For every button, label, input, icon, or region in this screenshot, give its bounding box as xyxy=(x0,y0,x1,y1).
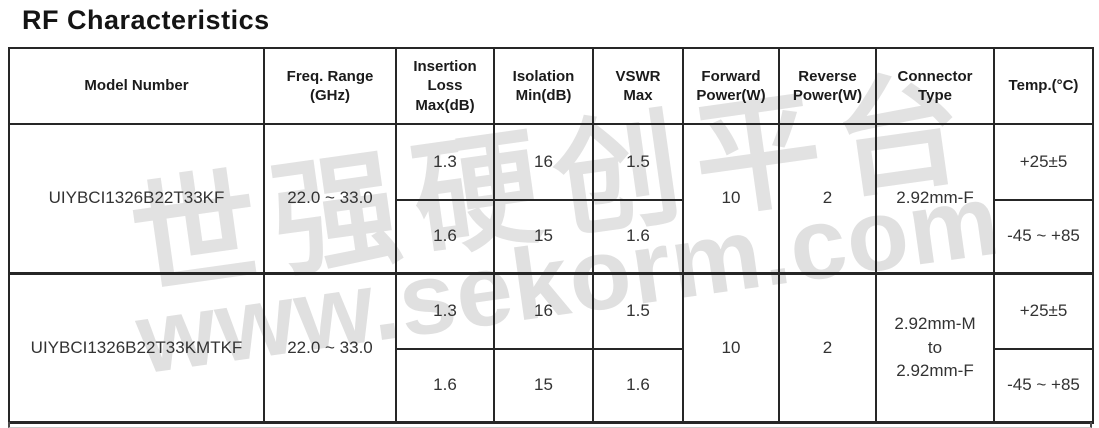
table-row: 1.6 15 1.6 -45 ~ +85 xyxy=(9,199,1094,274)
column-header-model-number: Model Number xyxy=(8,47,265,125)
column-header-vswr: VSWR Max xyxy=(592,47,684,125)
column-header-connector-type: Connector Type xyxy=(875,47,995,125)
connector-type-cell: 2.92mm-M to 2.92mm-F xyxy=(875,271,995,423)
freq-range-cell: 22.0 ~ 33.0 xyxy=(263,123,397,274)
forward-power-cell: 10 xyxy=(682,271,780,423)
temp-cell: -45 ~ +85 xyxy=(993,348,1094,423)
freq-range-cell: 22.0 ~ 33.0 xyxy=(263,271,397,423)
column-header-reverse-power: Reverse Power(W) xyxy=(778,47,877,125)
rf-characteristics-table: Model Number Freq. Range (GHz) Insertion… xyxy=(8,47,1094,424)
column-header-isolation: Isolation Min(dB) xyxy=(493,47,594,125)
page-title: RF Characteristics xyxy=(22,5,270,35)
isolation-cell: 15 xyxy=(493,199,594,274)
table-row: 1.6 15 1.6 -45 ~ +85 xyxy=(9,348,1094,423)
temp-cell: -45 ~ +85 xyxy=(993,199,1094,274)
column-header-forward-power: Forward Power(W) xyxy=(682,47,780,125)
temp-cell: +25±5 xyxy=(993,271,1094,350)
connector-type-cell: 2.92mm-F xyxy=(875,123,995,274)
model-number-cell: UIYBCI1326B22T33KF xyxy=(8,123,265,274)
insertion-loss-cell: 1.6 xyxy=(395,348,495,423)
next-row-cutoff xyxy=(8,422,1092,428)
reverse-power-cell: 2 xyxy=(778,271,877,423)
isolation-cell: 16 xyxy=(493,123,594,201)
insertion-loss-cell: 1.3 xyxy=(395,271,495,350)
isolation-cell: 15 xyxy=(493,348,594,423)
table-row: UIYBCI1326B22T33KF 22.0 ~ 33.0 1.3 16 1.… xyxy=(8,123,1094,274)
vswr-cell: 1.6 xyxy=(592,348,684,423)
forward-power-cell: 10 xyxy=(682,123,780,274)
table-row: UIYBCI1326B22T33KMTKF 22.0 ~ 33.0 1.3 16… xyxy=(8,271,1094,423)
table-header-row: Model Number Freq. Range (GHz) Insertion… xyxy=(8,47,1094,125)
temp-cell: +25±5 xyxy=(993,123,1094,201)
model-number-cell: UIYBCI1326B22T33KMTKF xyxy=(8,271,265,423)
insertion-loss-cell: 1.3 xyxy=(395,123,495,201)
vswr-cell: 1.5 xyxy=(592,123,684,201)
isolation-cell: 16 xyxy=(493,271,594,350)
reverse-power-cell: 2 xyxy=(778,123,877,274)
vswr-cell: 1.6 xyxy=(592,199,684,274)
column-header-insertion-loss: Insertion Loss Max(dB) xyxy=(395,47,495,125)
column-header-freq-range: Freq. Range (GHz) xyxy=(263,47,397,125)
insertion-loss-cell: 1.6 xyxy=(395,199,495,274)
vswr-cell: 1.5 xyxy=(592,271,684,350)
column-header-temp: Temp.(°C) xyxy=(993,47,1094,125)
